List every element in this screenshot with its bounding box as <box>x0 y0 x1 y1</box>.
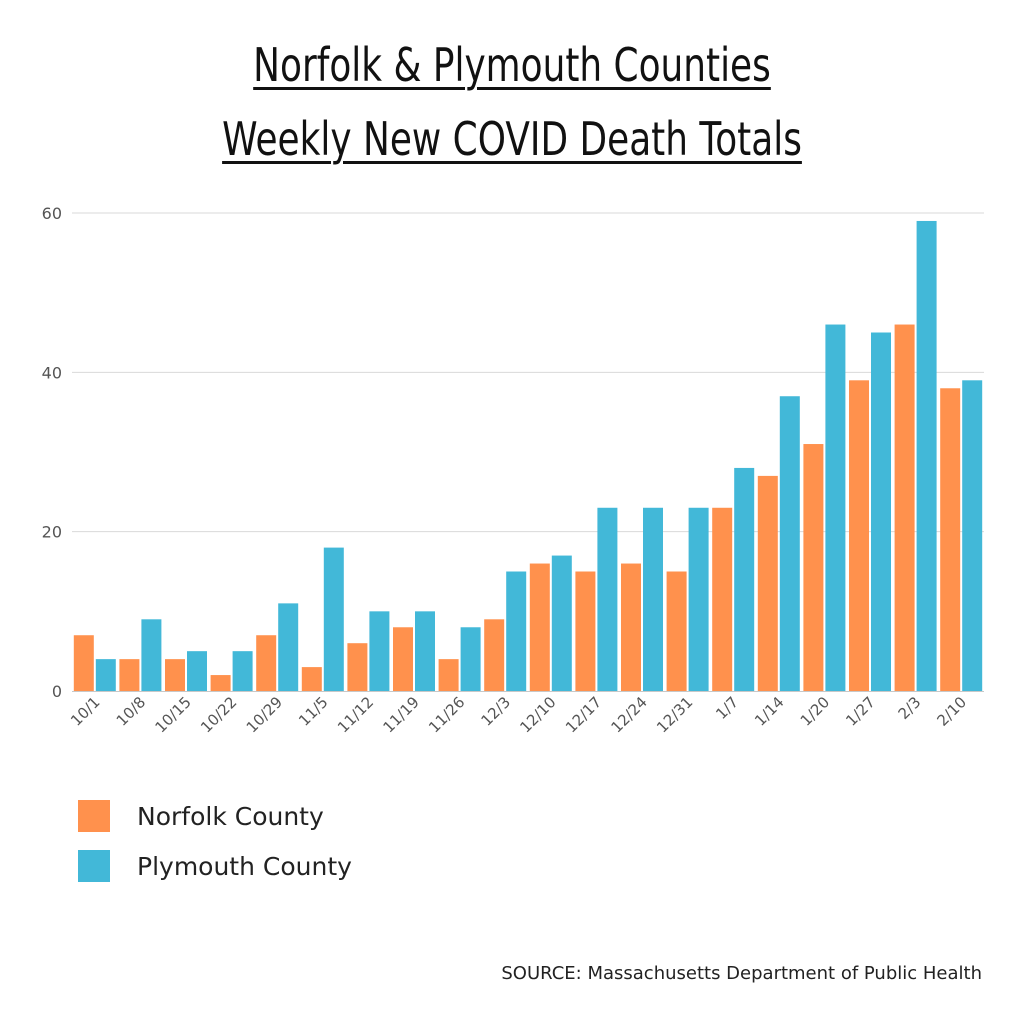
bar-norfolk-11-19 <box>393 627 413 691</box>
y-axis-ticks: 0 20 40 60 <box>42 204 62 701</box>
x-tick-label: 12/3 <box>477 693 514 730</box>
legend-label-norfolk: Norfolk County <box>137 801 324 831</box>
x-tick-label: 12/24 <box>608 693 651 736</box>
bar-plymouth-12-17 <box>597 507 618 691</box>
x-tick-label: 12/31 <box>653 693 696 736</box>
bar-norfolk-10-22 <box>210 675 231 691</box>
bar-norfolk-12-10 <box>529 563 550 691</box>
bar-plymouth-1-7 <box>734 467 755 691</box>
bar-plymouth-12-24 <box>643 507 663 691</box>
x-tick-label: 10/22 <box>197 693 240 736</box>
bar-norfolk-12-17 <box>575 571 596 691</box>
bar-plymouth-12-10 <box>551 555 572 691</box>
gridlines <box>72 212 984 533</box>
bar-norfolk-10-8 <box>119 659 140 691</box>
legend-item-plymouth: Plymouth County <box>78 850 352 882</box>
x-tick-label: 1/20 <box>797 693 834 730</box>
x-tick-label: 11/5 <box>295 693 332 730</box>
bar-norfolk-11-12 <box>347 643 368 691</box>
bars <box>73 220 983 691</box>
bar-plymouth-10-1 <box>95 659 116 691</box>
x-tick-label: 11/19 <box>380 693 423 736</box>
bar-plymouth-2-10 <box>962 380 983 691</box>
bar-norfolk-1-7 <box>712 507 733 691</box>
bar-plymouth-1-20 <box>825 324 846 691</box>
bar-plymouth-11-19 <box>415 611 435 691</box>
bar-norfolk-10-15 <box>165 659 185 691</box>
x-tick-label: 10/1 <box>67 693 104 730</box>
x-tick-label: 11/12 <box>334 693 377 736</box>
bar-plymouth-10-29 <box>278 603 299 691</box>
bar-norfolk-10-1 <box>73 635 94 691</box>
bar-plymouth-1-27 <box>871 332 891 691</box>
bar-plymouth-10-8 <box>141 619 162 691</box>
bar-plymouth-10-15 <box>187 651 207 691</box>
x-tick-label: 1/7 <box>712 693 742 723</box>
y-tick-label: 0 <box>52 682 62 701</box>
bar-norfolk-10-29 <box>256 635 277 691</box>
bar-plymouth-11-5 <box>323 547 344 691</box>
y-tick-label: 20 <box>42 523 62 542</box>
y-tick-label: 40 <box>42 363 62 382</box>
bar-chart: 0 20 40 60 10/1 10/8 10/15 10/22 10/29 11/5 11/12… <box>42 204 984 736</box>
x-tick-label: 10/15 <box>152 693 195 736</box>
x-tick-label: 10/29 <box>243 693 286 736</box>
chart-title-line-2: Weekly New COVID Death Totals <box>222 112 802 166</box>
bar-norfolk-2-3 <box>894 324 915 691</box>
bar-plymouth-11-26 <box>460 627 481 691</box>
bar-norfolk-2-10 <box>940 388 961 691</box>
bar-norfolk-1-27 <box>849 380 869 691</box>
bar-plymouth-1-14 <box>779 396 800 691</box>
x-tick-label: 2/3 <box>895 693 925 723</box>
bar-plymouth-2-3 <box>916 220 937 691</box>
x-tick-label: 10/8 <box>113 693 150 730</box>
chart-title-line-1: Norfolk & Plymouth Counties <box>253 38 771 92</box>
x-tick-label: 11/26 <box>425 693 468 736</box>
x-axis-ticks: 10/1 10/8 10/15 10/22 10/29 11/5 11/12 11/19 11/… <box>67 693 970 736</box>
x-tick-label: 1/27 <box>842 693 879 730</box>
y-tick-label: 60 <box>42 204 62 223</box>
bar-plymouth-12-31 <box>688 507 709 691</box>
bar-plymouth-12-3 <box>506 571 527 691</box>
bar-norfolk-12-24 <box>621 563 641 691</box>
legend-swatch-plymouth <box>78 850 110 882</box>
x-tick-label: 2/10 <box>933 693 970 730</box>
legend-swatch-norfolk <box>78 800 110 832</box>
bar-norfolk-1-14 <box>757 475 778 691</box>
bar-plymouth-11-12 <box>369 611 390 691</box>
source-note: SOURCE: Massachusetts Department of Publ… <box>501 963 982 984</box>
x-tick-label: 12/10 <box>516 693 559 736</box>
bar-norfolk-12-3 <box>484 619 505 691</box>
bar-norfolk-11-26 <box>438 659 459 691</box>
bar-norfolk-11-5 <box>301 667 322 691</box>
x-tick-label: 12/17 <box>562 693 605 736</box>
legend-item-norfolk: Norfolk County <box>78 800 324 832</box>
bar-norfolk-1-20 <box>803 444 824 691</box>
x-tick-label: 1/14 <box>751 693 788 730</box>
bar-plymouth-10-22 <box>232 651 253 691</box>
legend-label-plymouth: Plymouth County <box>137 851 352 881</box>
bar-norfolk-12-31 <box>666 571 687 691</box>
